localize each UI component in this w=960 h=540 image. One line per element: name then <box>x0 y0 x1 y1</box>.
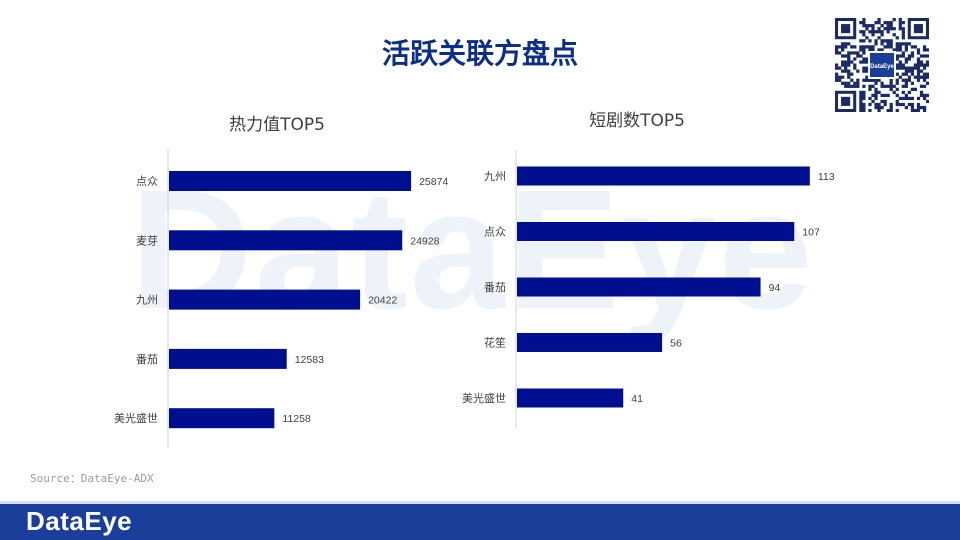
qr-center-text: DataEye <box>870 64 894 70</box>
page-title: 活跃关联方盘点 <box>381 37 578 70</box>
chart-2-value-label: 107 <box>802 227 820 239</box>
chart-1-bar <box>169 348 287 369</box>
chart-2-category-label: 九州 <box>484 170 506 183</box>
footer-logo: DataEye <box>26 506 133 536</box>
chart-1-category-label: 点众 <box>136 175 158 188</box>
source-note: Source：DataEye-ADX <box>30 472 154 485</box>
chart-2-value-label: 94 <box>769 282 781 294</box>
chart-1-value-label: 20422 <box>368 295 397 307</box>
chart-1-value-label: 24928 <box>410 235 439 247</box>
chart-1-value-label: 12583 <box>295 354 324 366</box>
chart-2-category-label: 花笙 <box>484 336 506 350</box>
chart-2-bar <box>517 333 663 352</box>
qr-finder-inner <box>913 24 923 34</box>
chart-2-category-label: 番茄 <box>484 280 506 294</box>
chart-2-title: 短剧数TOP5 <box>589 111 685 131</box>
chart-1-title: 热力值TOP5 <box>229 115 325 135</box>
chart-1-bar <box>169 230 403 251</box>
chart-1-category-label: 美光盛世 <box>114 411 158 425</box>
chart-1-category-label: 番茄 <box>136 352 158 366</box>
chart-2-value-label: 113 <box>818 171 835 183</box>
chart-1-bar <box>169 171 412 191</box>
chart-1-bar <box>169 408 275 429</box>
chart-2-category-label: 点众 <box>484 226 506 239</box>
qr-code-icon: DataEye <box>835 18 929 112</box>
chart-2-bar <box>517 388 624 408</box>
chart-1-value-label: 25874 <box>419 176 448 188</box>
chart-1-value-label: 11258 <box>282 413 311 425</box>
qr-finder-inner <box>841 96 851 106</box>
chart-2-value-label: 41 <box>631 393 643 405</box>
qr-finder-inner <box>841 24 851 34</box>
chart-2-bar <box>517 166 810 186</box>
footer-bar: DataEye <box>0 501 960 540</box>
chart-2-value-label: 56 <box>670 338 682 350</box>
chart-2-bar <box>517 277 761 297</box>
chart-2-category-label: 美光盛世 <box>462 391 506 405</box>
chart-2-bar <box>517 222 795 241</box>
chart-1-bar <box>169 289 361 310</box>
chart-1-category-label: 麦芽 <box>136 233 158 247</box>
qr-center-logo <box>870 53 894 77</box>
chart-1-category-label: 九州 <box>136 294 158 307</box>
